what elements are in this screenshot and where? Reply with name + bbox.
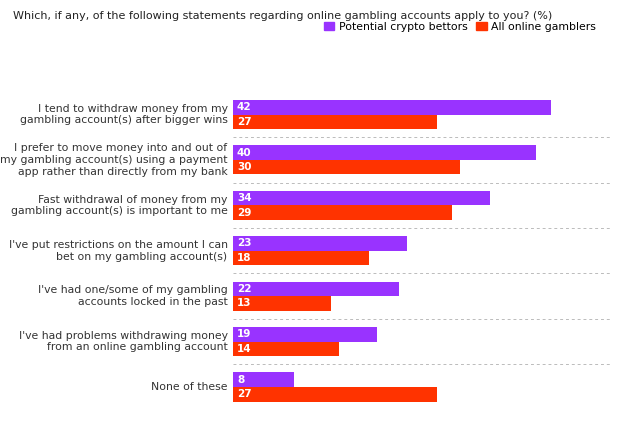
- Bar: [233, 205, 452, 220]
- Text: 22: 22: [237, 284, 251, 294]
- Text: 8: 8: [237, 375, 244, 385]
- Bar: [233, 236, 407, 251]
- Text: 27: 27: [237, 117, 251, 127]
- Text: 19: 19: [237, 329, 251, 339]
- Bar: [233, 145, 536, 160]
- Text: 42: 42: [237, 102, 251, 112]
- Bar: [233, 100, 551, 114]
- Text: 27: 27: [237, 389, 251, 399]
- Text: 40: 40: [237, 147, 251, 158]
- Bar: [233, 296, 331, 311]
- Bar: [233, 191, 490, 205]
- Bar: [233, 342, 339, 356]
- Text: 30: 30: [237, 162, 251, 172]
- Text: 23: 23: [237, 238, 251, 249]
- Bar: [233, 387, 437, 402]
- Bar: [233, 114, 437, 129]
- Text: 14: 14: [237, 344, 251, 354]
- Text: Which, if any, of the following statements regarding online gambling accounts ap: Which, if any, of the following statemen…: [13, 11, 552, 21]
- Text: 18: 18: [237, 253, 251, 263]
- Text: 29: 29: [237, 207, 251, 218]
- Bar: [233, 327, 377, 342]
- Legend: Potential crypto bettors, All online gamblers: Potential crypto bettors, All online gam…: [319, 17, 600, 36]
- Bar: [233, 251, 369, 265]
- Bar: [233, 372, 294, 387]
- Text: 13: 13: [237, 298, 251, 309]
- Bar: [233, 160, 460, 174]
- Bar: [233, 282, 399, 296]
- Text: 34: 34: [237, 193, 251, 203]
